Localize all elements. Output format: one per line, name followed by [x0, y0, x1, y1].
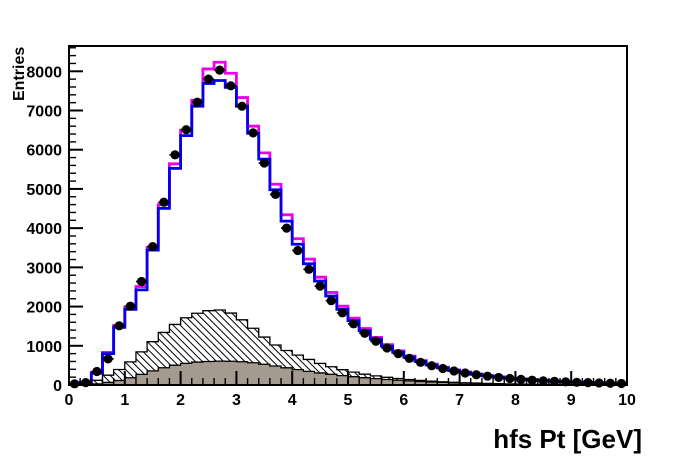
series-data-points [69, 65, 627, 389]
data-marker [192, 97, 202, 107]
series-layer [68, 60, 628, 389]
data-marker [293, 245, 303, 256]
data-marker [527, 375, 537, 385]
data-marker [203, 74, 214, 84]
y-tick-label: 6000 [26, 143, 62, 160]
data-marker [393, 349, 403, 359]
data-marker [326, 296, 336, 306]
axis-ticks: 0 1000 2000 3000 4000 5000 6000 7000 8000 0 1 2 3 4 5 6… [26, 47, 636, 409]
series-blue-histogram [68, 79, 628, 386]
x-tick-label: 2 [176, 392, 185, 409]
x-tick-label: 4 [288, 392, 297, 409]
y-tick-label: 1000 [26, 339, 62, 356]
data-marker [505, 373, 515, 384]
x-tick-label: 10 [618, 392, 636, 409]
series-magenta-histogram [68, 60, 628, 386]
data-marker [226, 81, 236, 91]
data-marker [114, 321, 124, 331]
data-marker [382, 343, 392, 353]
data-marker [282, 223, 292, 233]
data-marker [136, 276, 147, 287]
data-marker [516, 374, 526, 384]
data-marker [315, 281, 325, 291]
data-marker [494, 372, 504, 383]
data-marker [248, 128, 258, 138]
data-marker [538, 376, 548, 386]
data-marker [148, 241, 158, 252]
data-marker [549, 376, 560, 386]
data-marker [237, 101, 247, 111]
data-marker [170, 150, 180, 160]
y-tick-label: 5000 [26, 182, 62, 199]
data-marker [616, 378, 627, 389]
y-tick-label: 2000 [26, 300, 62, 317]
data-marker [215, 65, 225, 75]
x-tick-label: 8 [511, 392, 520, 409]
y-tick-label: 0 [53, 378, 62, 395]
data-marker [270, 189, 281, 200]
data-marker [337, 308, 348, 318]
data-marker [482, 371, 493, 381]
data-marker [427, 361, 437, 371]
x-tick-label: 9 [567, 392, 576, 409]
data-marker [69, 379, 80, 389]
data-marker [460, 368, 470, 378]
data-marker [159, 197, 169, 207]
x-tick-label: 6 [399, 392, 408, 409]
data-marker [449, 366, 459, 376]
data-marker [471, 370, 481, 380]
data-marker [438, 363, 448, 374]
y-tick-label: 7000 [26, 104, 62, 121]
plot-frame [68, 45, 628, 386]
data-marker [181, 125, 191, 135]
data-marker [404, 353, 414, 363]
data-marker [605, 378, 615, 388]
data-marker [259, 158, 269, 168]
x-axis-title: hfs Pt [GeV] [493, 424, 642, 454]
x-tick-label: 3 [232, 392, 241, 409]
data-marker [594, 378, 604, 388]
data-marker [125, 301, 135, 311]
y-tick-label: 8000 [26, 64, 62, 81]
x-tick-label: 1 [120, 392, 129, 409]
y-axis-title: Entries [11, 47, 28, 101]
y-tick-label: 4000 [26, 221, 62, 238]
data-marker [415, 357, 426, 367]
x-tick-label: 7 [455, 392, 464, 409]
data-marker [92, 366, 102, 377]
data-marker [103, 354, 113, 364]
data-marker [360, 328, 370, 338]
data-marker [348, 319, 359, 329]
x-tick-label: 5 [344, 392, 353, 409]
x-tick-label: 0 [65, 392, 74, 409]
y-tick-label: 3000 [26, 260, 62, 277]
data-marker [371, 336, 381, 346]
data-marker [304, 264, 314, 274]
